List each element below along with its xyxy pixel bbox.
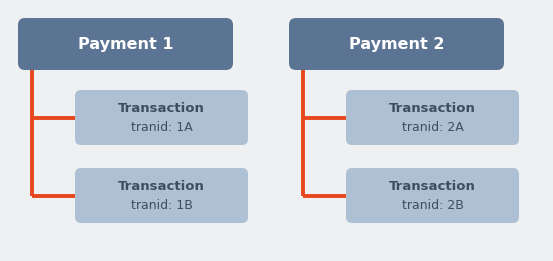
FancyBboxPatch shape <box>346 168 519 223</box>
FancyBboxPatch shape <box>75 90 248 145</box>
FancyBboxPatch shape <box>346 90 519 145</box>
Text: Payment 1: Payment 1 <box>78 37 173 51</box>
Text: tranid: 2B: tranid: 2B <box>401 199 463 212</box>
FancyBboxPatch shape <box>18 18 233 70</box>
Text: tranid: 1B: tranid: 1B <box>131 199 192 212</box>
Text: Transaction: Transaction <box>389 180 476 193</box>
FancyBboxPatch shape <box>289 18 504 70</box>
Text: Transaction: Transaction <box>118 180 205 193</box>
Text: tranid: 2A: tranid: 2A <box>401 121 463 134</box>
FancyBboxPatch shape <box>75 168 248 223</box>
Text: Transaction: Transaction <box>118 102 205 115</box>
Text: tranid: 1A: tranid: 1A <box>131 121 192 134</box>
Text: Payment 2: Payment 2 <box>349 37 444 51</box>
Text: Transaction: Transaction <box>389 102 476 115</box>
